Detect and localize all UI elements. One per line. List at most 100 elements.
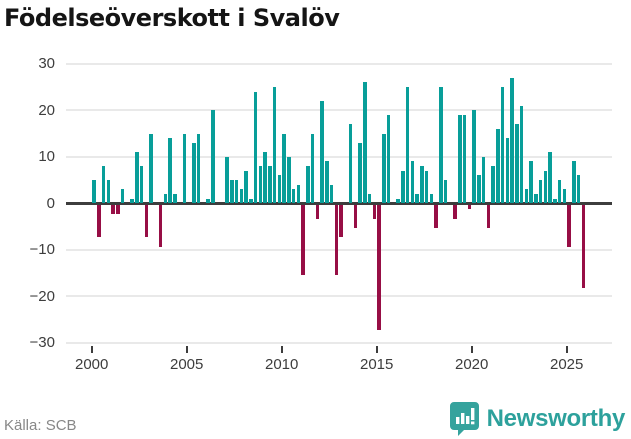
source-label: Källa: SCB <box>4 417 77 434</box>
bar-2009Q3 <box>272 87 277 204</box>
brand-wordmark: Newsworthy <box>486 404 626 432</box>
bar-2012Q1 <box>320 101 324 204</box>
bar-2009Q4 <box>277 175 282 204</box>
bar-2008Q1 <box>244 170 248 204</box>
bar-2020Q3 <box>481 156 486 204</box>
bar-2014Q1 <box>358 142 362 204</box>
bar-2010Q1 <box>282 133 286 204</box>
y-axis-label: 10 <box>38 148 55 166</box>
bar-2004Q2 <box>173 194 177 204</box>
bar-2006Q2 <box>211 110 215 204</box>
bar-2002Q3 <box>139 166 144 204</box>
bar-2011Q4 <box>315 204 320 219</box>
bar-2012Q4 <box>334 204 339 275</box>
bar-2002Q2 <box>135 152 139 204</box>
bar-2005Q2 <box>192 142 196 204</box>
gridline--20 <box>66 295 612 298</box>
bar-2016Q4 <box>410 161 415 204</box>
bar-2014Q2 <box>363 82 367 204</box>
bar-2007Q2 <box>230 180 234 204</box>
bar-2020Q2 <box>477 175 481 204</box>
bar-2000Q1 <box>92 180 96 204</box>
gridline--10 <box>66 248 612 251</box>
bar-2013Q1 <box>339 204 343 238</box>
bar-2023Q1 <box>529 161 533 204</box>
x-axis-label: 2020 <box>455 356 489 373</box>
bar-2010Q3 <box>291 189 296 204</box>
bar-2001Q2 <box>116 204 120 215</box>
bar-2011Q1 <box>301 204 305 275</box>
bar-2002Q1 <box>130 198 134 204</box>
bar-2019Q4 <box>467 204 472 210</box>
bar-2024Q3 <box>557 180 562 204</box>
bar-2007Q1 <box>225 156 229 204</box>
bar-2009Q1 <box>263 152 267 204</box>
x-axis-tick-2000 <box>90 346 93 353</box>
bar-2018Q3 <box>443 180 448 204</box>
bar-2015Q2 <box>382 133 386 204</box>
bar-2021Q4 <box>505 138 510 204</box>
bar-2013Q4 <box>353 204 358 229</box>
x-axis-label: 2025 <box>550 356 584 373</box>
bar-2025Q4 <box>581 204 586 289</box>
gridline--30 <box>66 341 612 344</box>
gridline-30 <box>66 62 612 65</box>
bar-2024Q4 <box>562 189 567 204</box>
bar-2003Q3 <box>158 204 163 247</box>
bar-2008Q3 <box>253 91 258 204</box>
chart-title: Födelseöverskott i Svalöv <box>4 4 340 32</box>
bar-2009Q2 <box>268 166 272 204</box>
x-axis-tick-2010 <box>280 346 283 353</box>
bar-2025Q1 <box>567 204 571 247</box>
y-axis-label: −20 <box>29 287 55 305</box>
y-axis-label: −30 <box>29 334 55 352</box>
y-axis-label: 0 <box>46 194 55 212</box>
bar-2017Q1 <box>415 194 419 204</box>
bar-2022Q4 <box>524 189 529 204</box>
x-axis-tick-2025 <box>565 346 568 353</box>
bar-2012Q3 <box>329 184 334 204</box>
gridline-20 <box>66 109 612 112</box>
bar-2011Q2 <box>306 166 310 204</box>
bar-2003Q1 <box>149 133 153 204</box>
x-axis-tick-2015 <box>375 346 378 353</box>
bar-2004Q4 <box>182 133 187 204</box>
bar-2020Q4 <box>486 204 491 229</box>
bar-2022Q3 <box>519 105 524 204</box>
bar-2020Q1 <box>472 110 476 204</box>
bar-2002Q4 <box>144 204 149 238</box>
bar-2024Q2 <box>553 198 557 204</box>
bar-2015Q3 <box>386 114 391 204</box>
y-axis-label: −10 <box>29 241 55 259</box>
bar-2006Q1 <box>206 198 210 204</box>
bar-2016Q2 <box>401 170 405 204</box>
bar-2021Q1 <box>491 166 495 204</box>
bar-2013Q3 <box>348 124 353 204</box>
y-axis-label: 30 <box>38 55 55 73</box>
bar-2024Q1 <box>548 152 552 204</box>
y-axis-label: 20 <box>38 101 55 119</box>
brand-logo: Newsworthy <box>449 401 625 436</box>
bar-2007Q4 <box>239 189 244 204</box>
bar-2023Q4 <box>543 170 548 204</box>
bar-2016Q1 <box>396 198 400 204</box>
bar-2014Q4 <box>372 204 377 219</box>
bar-2019Q2 <box>458 114 462 204</box>
bar-2010Q2 <box>287 156 291 204</box>
bar-2022Q2 <box>515 124 519 204</box>
x-axis-label: 2015 <box>360 356 394 373</box>
bar-2012Q2 <box>325 161 329 204</box>
x-axis-label: 2010 <box>265 356 299 373</box>
bar-2011Q3 <box>310 133 315 204</box>
x-axis-tick-2005 <box>185 346 188 353</box>
bar-2001Q1 <box>111 204 115 215</box>
bar-2022Q1 <box>510 77 514 204</box>
bar-2008Q2 <box>249 198 253 204</box>
x-axis-tick-2020 <box>470 346 473 353</box>
bar-2015Q1 <box>377 204 381 331</box>
bar-2017Q3 <box>424 170 429 204</box>
bar-2007Q3 <box>234 180 239 204</box>
bar-2017Q2 <box>420 166 424 204</box>
bar-2019Q3 <box>462 114 467 204</box>
